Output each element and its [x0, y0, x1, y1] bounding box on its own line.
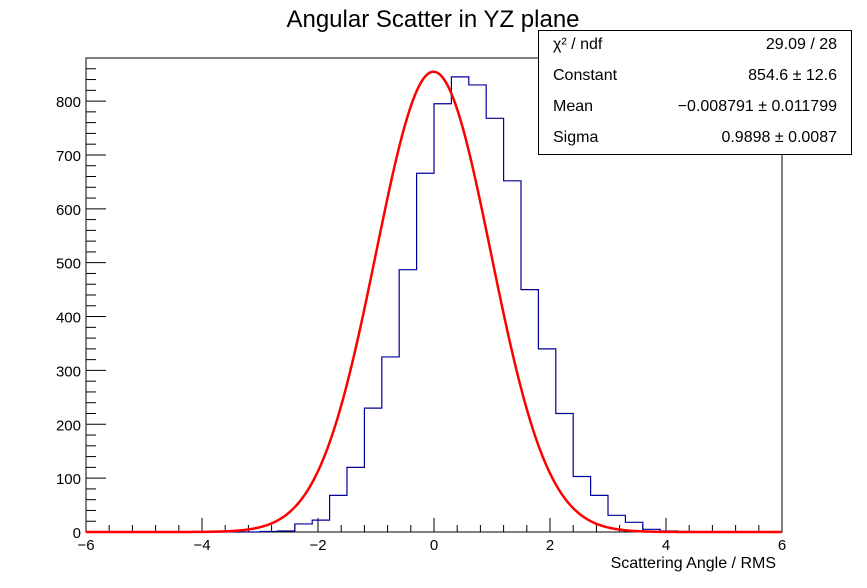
histogram-outline: [86, 76, 782, 533]
y-tick-label: 100: [56, 471, 81, 488]
histogram-bin: [295, 524, 312, 532]
x-tick-label: 6: [778, 537, 786, 554]
histogram-bin: [382, 357, 399, 532]
x-tick-label: −6: [77, 537, 94, 554]
x-tick-label: 2: [546, 537, 554, 554]
x-tick-label: −2: [309, 537, 326, 554]
stats-value: −0.008791 ± 0.011799: [677, 98, 837, 115]
histogram-bin: [312, 520, 329, 532]
x-axis: −6 −4 −2 0 2 4 6: [77, 518, 786, 554]
x-tick-label: 0: [430, 537, 438, 554]
histogram-bin: [521, 290, 538, 532]
histogram-bin: [538, 349, 555, 532]
histogram-bin: [330, 495, 347, 532]
y-tick-label: 300: [56, 363, 81, 380]
stats-label: χ² / ndf: [553, 36, 603, 53]
histogram-bin: [469, 85, 486, 532]
x-axis-label: Scattering Angle / RMS: [611, 555, 776, 572]
histogram-bin: [364, 408, 381, 532]
stats-row-sigma: Sigma 0.9898 ± 0.0087: [539, 126, 851, 150]
stats-label: Mean: [553, 98, 594, 115]
histogram-bin: [417, 173, 434, 532]
gaussian-fit-curve: [86, 70, 782, 534]
y-tick-label: 500: [56, 256, 81, 273]
histogram-bin: [573, 477, 590, 532]
stats-row-chi2: χ² / ndf 29.09 / 28: [539, 33, 851, 57]
histogram-bin: [556, 414, 573, 533]
x-tick-label: 4: [662, 537, 670, 554]
histogram-bin: [434, 104, 451, 532]
histogram-bin: [486, 118, 503, 532]
chart-title: Angular Scatter in YZ plane: [286, 6, 579, 33]
stats-label: Constant: [553, 67, 618, 84]
x-tick-label: −4: [193, 537, 210, 554]
y-axis: 0 100 200 300 400 500 600 700 800: [56, 57, 106, 542]
stats-value: 0.9898 ± 0.0087: [721, 129, 837, 146]
stats-row-mean: Mean −0.008791 ± 0.011799: [539, 95, 851, 119]
histogram-bin: [347, 467, 364, 532]
stats-value: 29.09 / 28: [765, 36, 837, 53]
y-tick-label: 600: [56, 202, 81, 219]
y-tick-label: 400: [56, 310, 81, 327]
y-tick-label: 0: [73, 525, 81, 542]
y-tick-label: 200: [56, 417, 81, 434]
stats-row-constant: Constant 854.6 ± 12.6: [539, 64, 851, 88]
stats-value: 854.6 ± 12.6: [748, 67, 837, 84]
y-tick-label: 700: [56, 148, 81, 165]
stats-label: Sigma: [553, 129, 599, 146]
histogram-bin: [399, 270, 416, 532]
fit-statistics-box: χ² / ndf 29.09 / 28 Constant 854.6 ± 12.…: [538, 30, 852, 155]
y-tick-label: 800: [56, 94, 81, 111]
